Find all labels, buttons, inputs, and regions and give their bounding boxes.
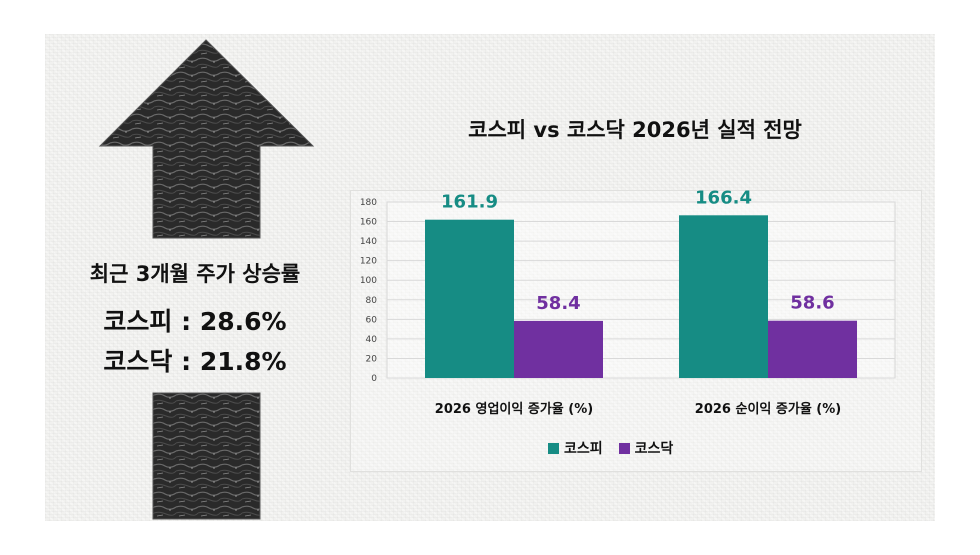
bar-kosdaq — [768, 320, 857, 378]
y-tick-label: 60 — [366, 315, 378, 325]
legend-item-kosdaq: 코스닥 — [618, 438, 674, 458]
data-label: 166.4 — [695, 187, 752, 208]
arrow-upper-part — [98, 39, 315, 239]
bar-kospi — [679, 215, 768, 378]
legend-swatch-kospi — [548, 442, 559, 454]
data-label: 161.9 — [441, 192, 498, 213]
chart-title: 코스피 vs 코스닥 2026년 실적 전망 — [468, 118, 802, 142]
legend-label-kospi: 코스피 — [564, 441, 603, 457]
data-label: 58.6 — [790, 293, 834, 314]
y-tick-label: 140 — [360, 237, 377, 247]
y-tick-label: 100 — [360, 276, 377, 286]
data-label: 58.4 — [536, 293, 580, 314]
recent-3m-heading: 최근 3개월 주가 상승률 — [89, 262, 301, 286]
arrow-lower-part — [152, 392, 261, 520]
y-tick-label: 160 — [360, 218, 377, 228]
kospi-return-text: 코스피 : 28.6% — [103, 307, 287, 336]
legend-label-kosdaq: 코스닥 — [634, 441, 674, 457]
y-tick-label: 80 — [366, 296, 378, 306]
x-category-label: 2026 순이익 증가율 (%) — [695, 401, 841, 417]
x-category-label: 2026 영업이익 증가율 (%) — [435, 401, 593, 417]
kosdaq-return-text: 코스닥 : 21.8% — [103, 347, 287, 376]
chart-legend: 코스피 코스닥 — [548, 438, 673, 458]
legend-item-kospi: 코스피 — [548, 438, 603, 458]
y-tick-label: 180 — [360, 198, 377, 208]
bar-kospi — [425, 219, 514, 378]
legend-swatch-kosdaq — [618, 442, 630, 454]
bar-kosdaq — [514, 320, 603, 378]
y-tick-label: 40 — [366, 335, 378, 345]
y-tick-label: 120 — [360, 257, 377, 267]
y-tick-label: 20 — [366, 354, 378, 364]
y-tick-label: 0 — [371, 374, 377, 384]
